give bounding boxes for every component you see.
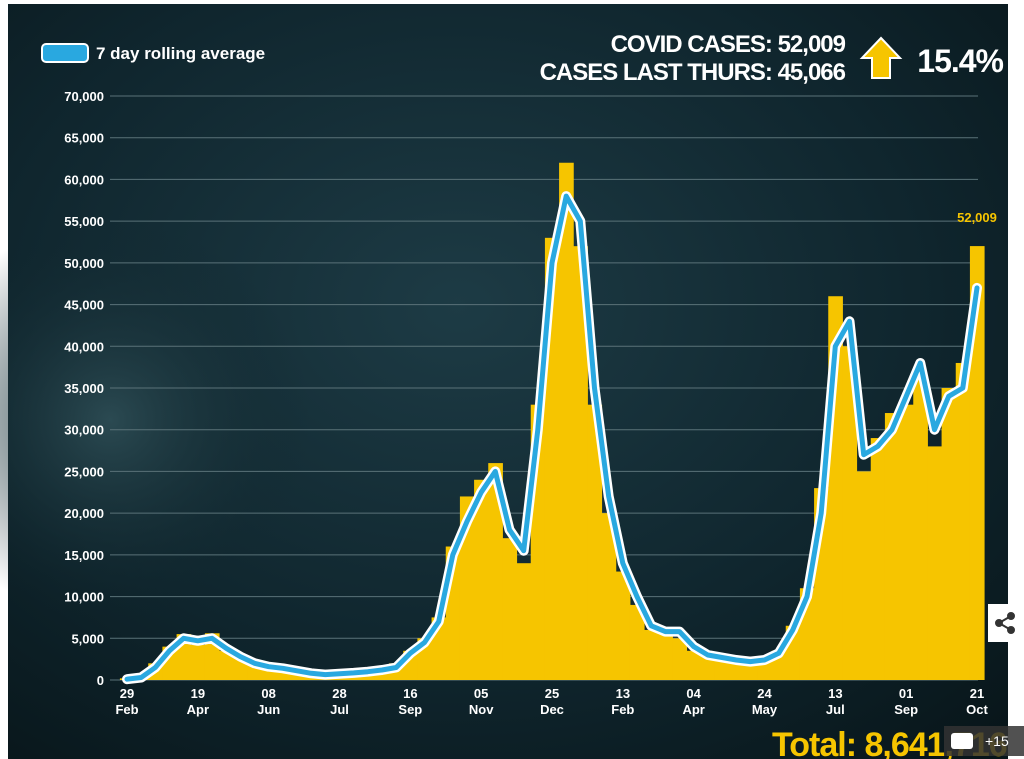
- x-tick-label: 13 Jul: [826, 686, 845, 717]
- y-tick-label: 30,000: [64, 423, 104, 438]
- y-tick-label: 25,000: [64, 464, 104, 479]
- bar: [629, 604, 645, 680]
- bar: [955, 362, 971, 680]
- y-tick-label: 60,000: [64, 172, 104, 187]
- bar: [573, 246, 588, 680]
- bar: [969, 246, 985, 680]
- bar: [700, 656, 716, 680]
- last-thurs-headline: CASES LAST THURS: 45,066: [540, 59, 846, 86]
- bar: [729, 660, 744, 680]
- bar: [601, 513, 617, 680]
- y-tick-label: 35,000: [64, 381, 104, 396]
- camera-icon: [951, 733, 973, 749]
- x-tick-label: 25 Dec: [540, 686, 564, 717]
- cases-headline: COVID CASES: 52,009: [611, 31, 846, 58]
- bar: [672, 638, 688, 680]
- x-tick-label: 21 Oct: [966, 686, 988, 717]
- bar: [686, 650, 702, 680]
- x-tick-label: 04 Apr: [682, 686, 704, 717]
- change-percent: 15.4%: [917, 43, 1003, 79]
- y-tick-label: 70,000: [64, 89, 104, 104]
- bar: [899, 404, 914, 680]
- share-button[interactable]: [988, 604, 1024, 642]
- y-tick-label: 15,000: [64, 548, 104, 563]
- bar: [913, 379, 928, 680]
- y-tick-label: 45,000: [64, 298, 104, 313]
- bar: [941, 388, 957, 680]
- y-tick-label: 40,000: [64, 339, 104, 354]
- value-label: 52,009: [957, 210, 997, 225]
- bar: [856, 471, 872, 680]
- x-tick-label: 29 Feb: [115, 686, 138, 717]
- bar: [502, 538, 518, 680]
- bar: [459, 496, 475, 680]
- x-tick-label: 01 Sep: [894, 686, 918, 717]
- x-tick-label: 19 Apr: [187, 686, 209, 717]
- line: [124, 193, 980, 682]
- bar: [743, 662, 758, 680]
- y-tick-label: 50,000: [64, 256, 104, 271]
- bar: [474, 479, 489, 680]
- bar: [219, 650, 234, 680]
- x-tick-label: 05 Nov: [469, 686, 494, 717]
- bar: [516, 563, 532, 680]
- legend-label: 7 day rolling average: [96, 44, 265, 63]
- bar: [615, 571, 631, 680]
- x-tick-label: 13 Feb: [611, 686, 634, 717]
- x-tick-label: 24 May: [752, 686, 778, 717]
- bar: [190, 644, 206, 680]
- bar: [559, 162, 574, 680]
- bar: [884, 413, 900, 680]
- bar: [870, 438, 886, 680]
- y-tick-label: 5,000: [71, 631, 104, 646]
- bar: [644, 629, 659, 680]
- share-icon: [995, 612, 1015, 634]
- up-arrow: [859, 36, 903, 79]
- y-tick-label: 20,000: [64, 506, 104, 521]
- legend-swatch: [41, 43, 89, 63]
- x-tick-label: 16 Sep: [398, 686, 422, 717]
- y-tick-label: 65,000: [64, 131, 104, 146]
- y-tick-label: 10,000: [64, 590, 104, 605]
- bar: [842, 346, 858, 680]
- bar: [275, 669, 291, 680]
- y-tick-label: 0: [97, 673, 104, 688]
- bar: [927, 446, 943, 680]
- bar: [587, 404, 603, 680]
- virus-image: [0, 220, 310, 620]
- gallery-count: +15: [985, 733, 1009, 749]
- bar: [714, 658, 730, 680]
- bar: [658, 634, 673, 680]
- bar: [488, 463, 503, 680]
- y-tick-label: 55,000: [64, 214, 104, 229]
- x-tick-label: 28 Jul: [330, 686, 349, 717]
- x-tick-label: 08 Jun: [257, 686, 280, 717]
